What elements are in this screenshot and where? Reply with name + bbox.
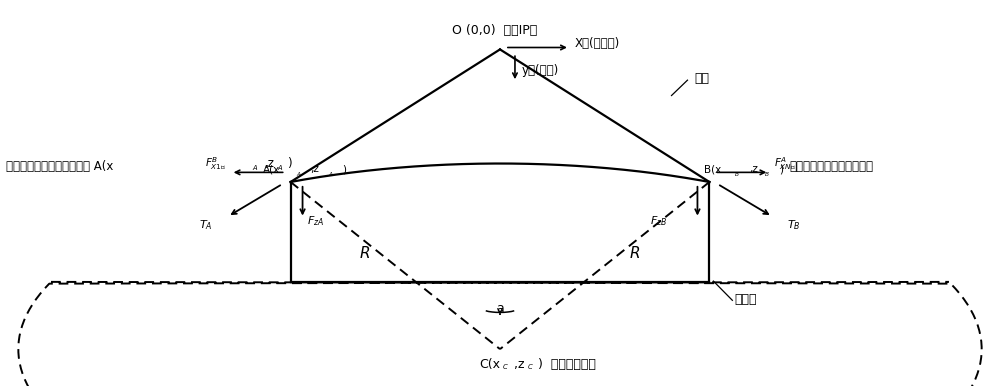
Text: X轴(纵桥向): X轴(纵桥向) (575, 37, 620, 50)
Text: R: R (360, 246, 371, 261)
Text: a: a (496, 302, 504, 315)
Text: $T_B$: $T_B$ (787, 218, 801, 232)
Text: 中跨主缆与主索鞍切点坐标: 中跨主缆与主索鞍切点坐标 (789, 160, 873, 173)
Text: O (0,0)  主塔IP点: O (0,0) 主塔IP点 (452, 24, 538, 37)
Text: C(x: C(x (479, 358, 500, 371)
Text: 主缆: 主缆 (694, 72, 709, 85)
Text: ,z: ,z (264, 157, 274, 170)
Text: $F_{zB}$: $F_{zB}$ (650, 214, 668, 228)
Text: 主索鞍: 主索鞍 (734, 293, 757, 306)
Text: ,z: ,z (311, 164, 319, 175)
Text: ): ) (287, 157, 291, 170)
Text: $T_A$: $T_A$ (199, 218, 213, 232)
Text: $_B$: $_B$ (764, 170, 770, 178)
Text: $_C$: $_C$ (527, 362, 534, 372)
Text: ): ) (779, 164, 783, 175)
Text: $_A$: $_A$ (296, 170, 301, 178)
Text: $F_{zA}$: $F_{zA}$ (307, 214, 324, 228)
Text: R: R (629, 246, 640, 261)
Text: A(x: A(x (263, 164, 281, 175)
Text: $_A$: $_A$ (328, 170, 334, 178)
Text: y轴(竖向): y轴(竖向) (522, 64, 559, 77)
Text: ,z: ,z (514, 358, 524, 371)
Text: $F^B_{X1合}$: $F^B_{X1合}$ (205, 156, 226, 172)
Text: ): ) (342, 164, 346, 175)
Text: B(x: B(x (704, 164, 722, 175)
Text: $_A$: $_A$ (277, 163, 283, 173)
Text: 边跨主缆与主索鞍切点坐标 A(x: 边跨主缆与主索鞍切点坐标 A(x (6, 160, 114, 173)
Text: $_B$: $_B$ (734, 170, 740, 178)
Text: $F^A_{XN合}$: $F^A_{XN合}$ (774, 156, 796, 172)
Text: )  主鞍圆心坐标: ) 主鞍圆心坐标 (538, 358, 596, 371)
Text: ,z: ,z (749, 164, 758, 175)
Text: $_A$: $_A$ (252, 163, 258, 173)
Text: $_C$: $_C$ (502, 362, 509, 372)
